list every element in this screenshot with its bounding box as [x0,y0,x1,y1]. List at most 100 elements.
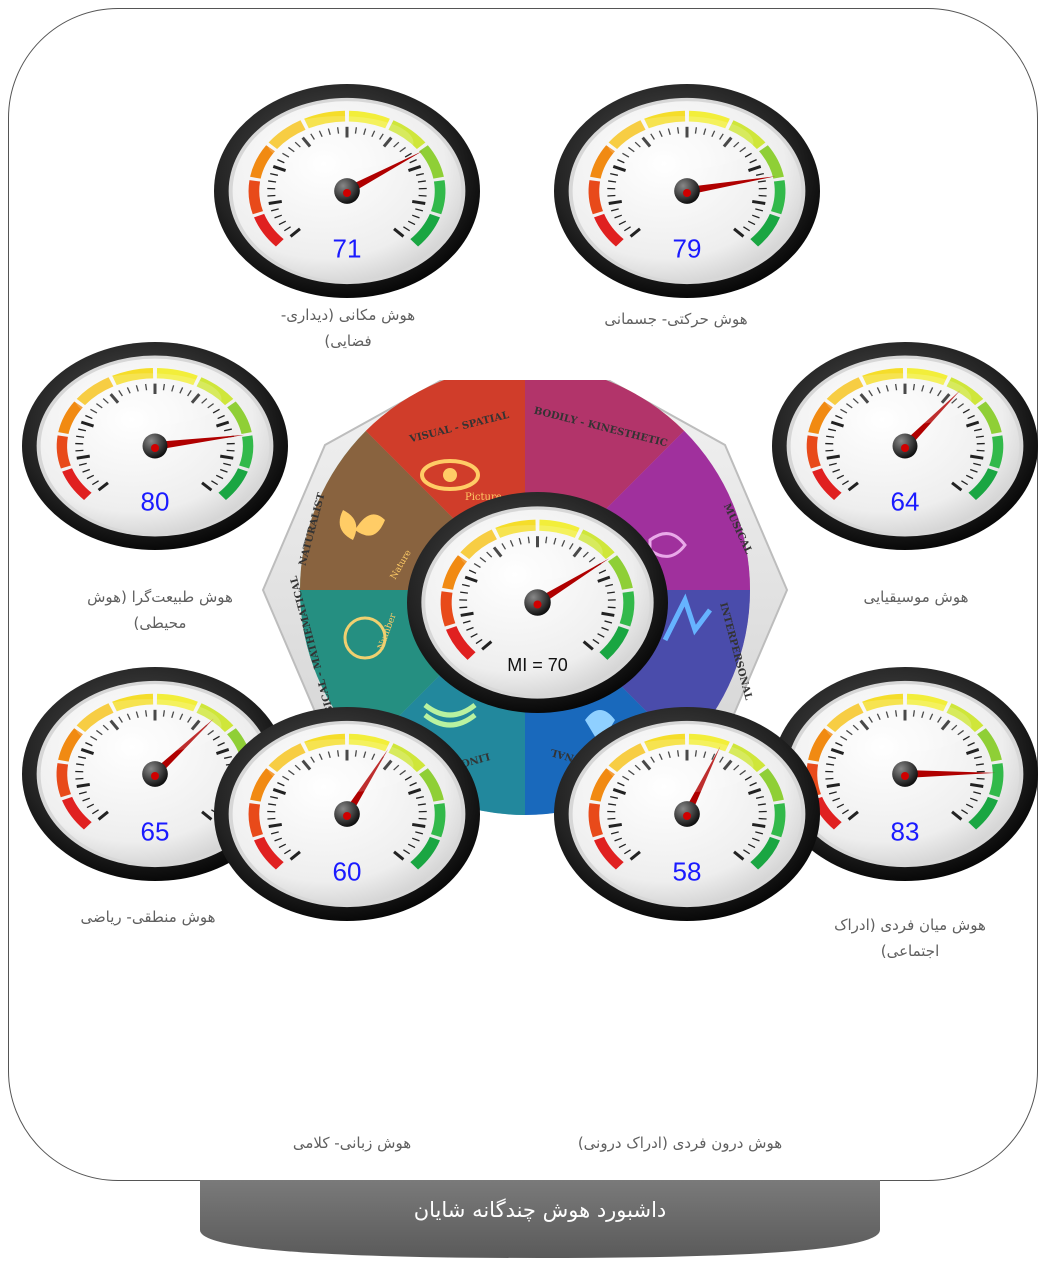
gauge-tick [492,546,503,558]
gauge-tick [212,408,220,414]
gauge-tick [650,133,655,140]
gauge-tick [126,713,131,721]
gauge-tick [826,782,841,789]
gauge-tick [921,385,925,392]
gauge-tick [852,724,859,731]
gauge-scale-segment [688,733,730,752]
gauge-value: 71 [333,233,362,263]
gauge-scale-segment [239,435,254,469]
gauge-scale-segment [268,120,306,149]
gauge-tick [975,435,984,438]
gauge-tick [751,199,766,206]
wheel-icon-text-picture: Picture [465,492,502,503]
gauge-scale-segment [588,803,603,838]
gauge-tick [460,591,468,594]
gauge-tick [608,822,623,829]
gauge-tick [876,713,881,721]
gauge-tick [747,220,756,226]
gauge-tick [97,481,109,492]
gauge-tick [272,788,287,795]
gauge-tick [605,583,614,587]
gauge-tick [614,837,623,842]
gauge-tick [268,199,283,206]
gauge-tick [393,850,405,861]
gauge-tick [217,742,225,747]
gauge-logical: 65 [20,665,290,883]
gauge-tick [418,194,427,197]
gauge-needle [343,749,389,816]
gauge-scale-segment [56,763,71,798]
gauge-tick [409,159,417,164]
gauge-label-line: هوش درون فردی (ادراک درونی) [577,1134,783,1152]
gauge-value: 64 [891,486,920,516]
gauge-tick [572,546,583,558]
gauge-tick [545,536,548,544]
gauge-tick [415,172,424,176]
gauge-scale-segment [419,145,444,179]
gauge-tick [470,633,478,638]
gauge-scale-segment [76,703,114,732]
gauge-tick [86,474,95,480]
gauge-tick [628,769,635,776]
gauge-tick [371,753,376,761]
gauge-value: 58 [673,856,702,886]
gauge-needle [901,390,961,449]
gauge-label-visual: هوش مکانی (دیداری- فضایی) [228,302,468,354]
gauge-scale-segment [250,768,275,802]
gauge-tick [399,146,406,153]
gauge-scale-segment [248,180,263,215]
gauge-tick [634,141,641,148]
gauge-label-linguistic: هوش زبانی- کلامی [232,1130,472,1156]
gauge-tick [747,165,762,172]
gauge-tick [676,750,680,757]
gauge-tick [825,777,834,780]
gauge-tick [371,130,376,138]
gauge-tick [744,152,752,158]
gauge-tick [282,152,290,158]
gauge-tick [969,797,978,802]
gauge-tick [622,775,630,781]
gauge-tick [411,199,426,206]
gauge-scale-segment [112,693,154,712]
gauge-tick [466,626,474,631]
gauge-tick [598,569,607,574]
gauge-scale-segment [254,836,284,870]
gauge-value: 83 [891,816,920,846]
gauge-tick [78,755,87,759]
gauge-tick [91,809,99,815]
gauge-tick [135,385,139,392]
gauge-label-intrapersonal: هوش درون فردی (ادراک درونی) [560,1130,800,1156]
gauge-label-line: هوش منطقی- ریاضی [80,908,216,926]
gauge-tick [277,782,285,787]
gauge-tick [217,414,225,420]
gauge-tick [612,165,627,172]
gauge-scale-segment [862,368,904,386]
gauge-scale-segment [594,836,624,870]
gauge-tick [847,481,859,492]
gauge-tick [135,711,139,719]
gauge-tick [832,797,841,802]
gauge-tick [479,556,487,563]
gauge-tick [278,843,287,849]
gauge-tick [641,759,652,771]
gauge-needle [151,718,214,777]
gauge-scale-segment [218,468,248,500]
gauge-label-naturalist: هوش طبیعت‌گرا (هوش محیطی) [40,584,280,636]
gauge-scale-segment [156,368,198,386]
gauge-tick [90,735,98,741]
gauge-tick [973,755,982,759]
gauge-tick [965,803,974,809]
gauge-tick [336,750,340,757]
gauge-tick [957,729,964,736]
gauge-tick [976,777,985,780]
gauge-tick [835,414,843,420]
gauge-tick [211,480,219,486]
gauge-tick [912,710,916,717]
gauge-scale-segment [410,213,440,247]
gauge-tick [608,199,623,206]
gauge-tick [722,136,733,148]
gauge-tick [179,387,184,394]
gauge-scale-segment [946,703,984,732]
gauge-scale-segment [771,180,786,215]
eye-icon [420,459,480,491]
